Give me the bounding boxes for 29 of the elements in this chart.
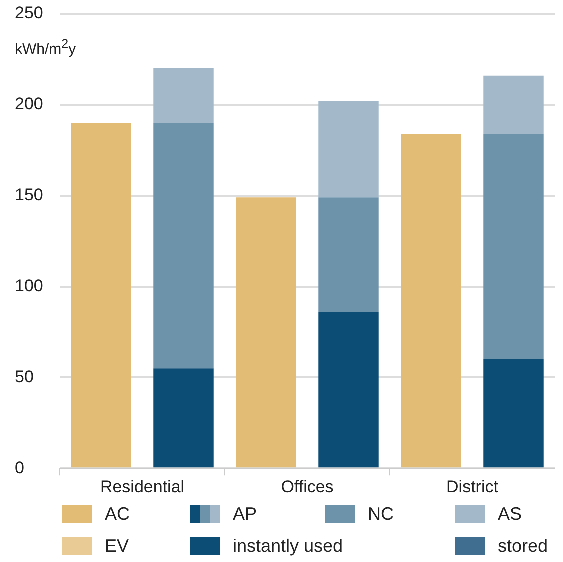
y-tick-label: 50 (15, 367, 34, 386)
y-tick-label: 250 (15, 4, 44, 23)
bar (484, 134, 544, 360)
bar (154, 123, 214, 369)
legend-label: AS (498, 504, 522, 524)
legend-label: instantly used (233, 536, 344, 556)
y-tick-label: 0 (15, 458, 24, 478)
x-tick-label: District (446, 477, 499, 496)
bar (484, 76, 544, 134)
legend-label: stored (498, 536, 548, 556)
bar (484, 359, 544, 468)
bar (318, 198, 379, 312)
y-tick-label: 100 (15, 276, 44, 296)
legend-label: EV (105, 536, 130, 556)
bar (71, 123, 132, 468)
bar (154, 68, 214, 124)
bar (318, 312, 379, 468)
legend-label: NC (368, 504, 394, 524)
bar (401, 134, 462, 468)
x-tick-label: Residential (100, 477, 185, 496)
x-tick-label: Offices (281, 477, 334, 496)
y-axis-title: kWh/m$^{2}$y (15, 36, 76, 60)
bar (318, 101, 379, 198)
bar (154, 368, 214, 468)
y-tick-label: 150 (15, 186, 44, 205)
text: AP (233, 504, 258, 524)
bar (236, 198, 296, 468)
y-tick-label: 200 (15, 94, 44, 114)
legend-label: AC (105, 504, 130, 524)
